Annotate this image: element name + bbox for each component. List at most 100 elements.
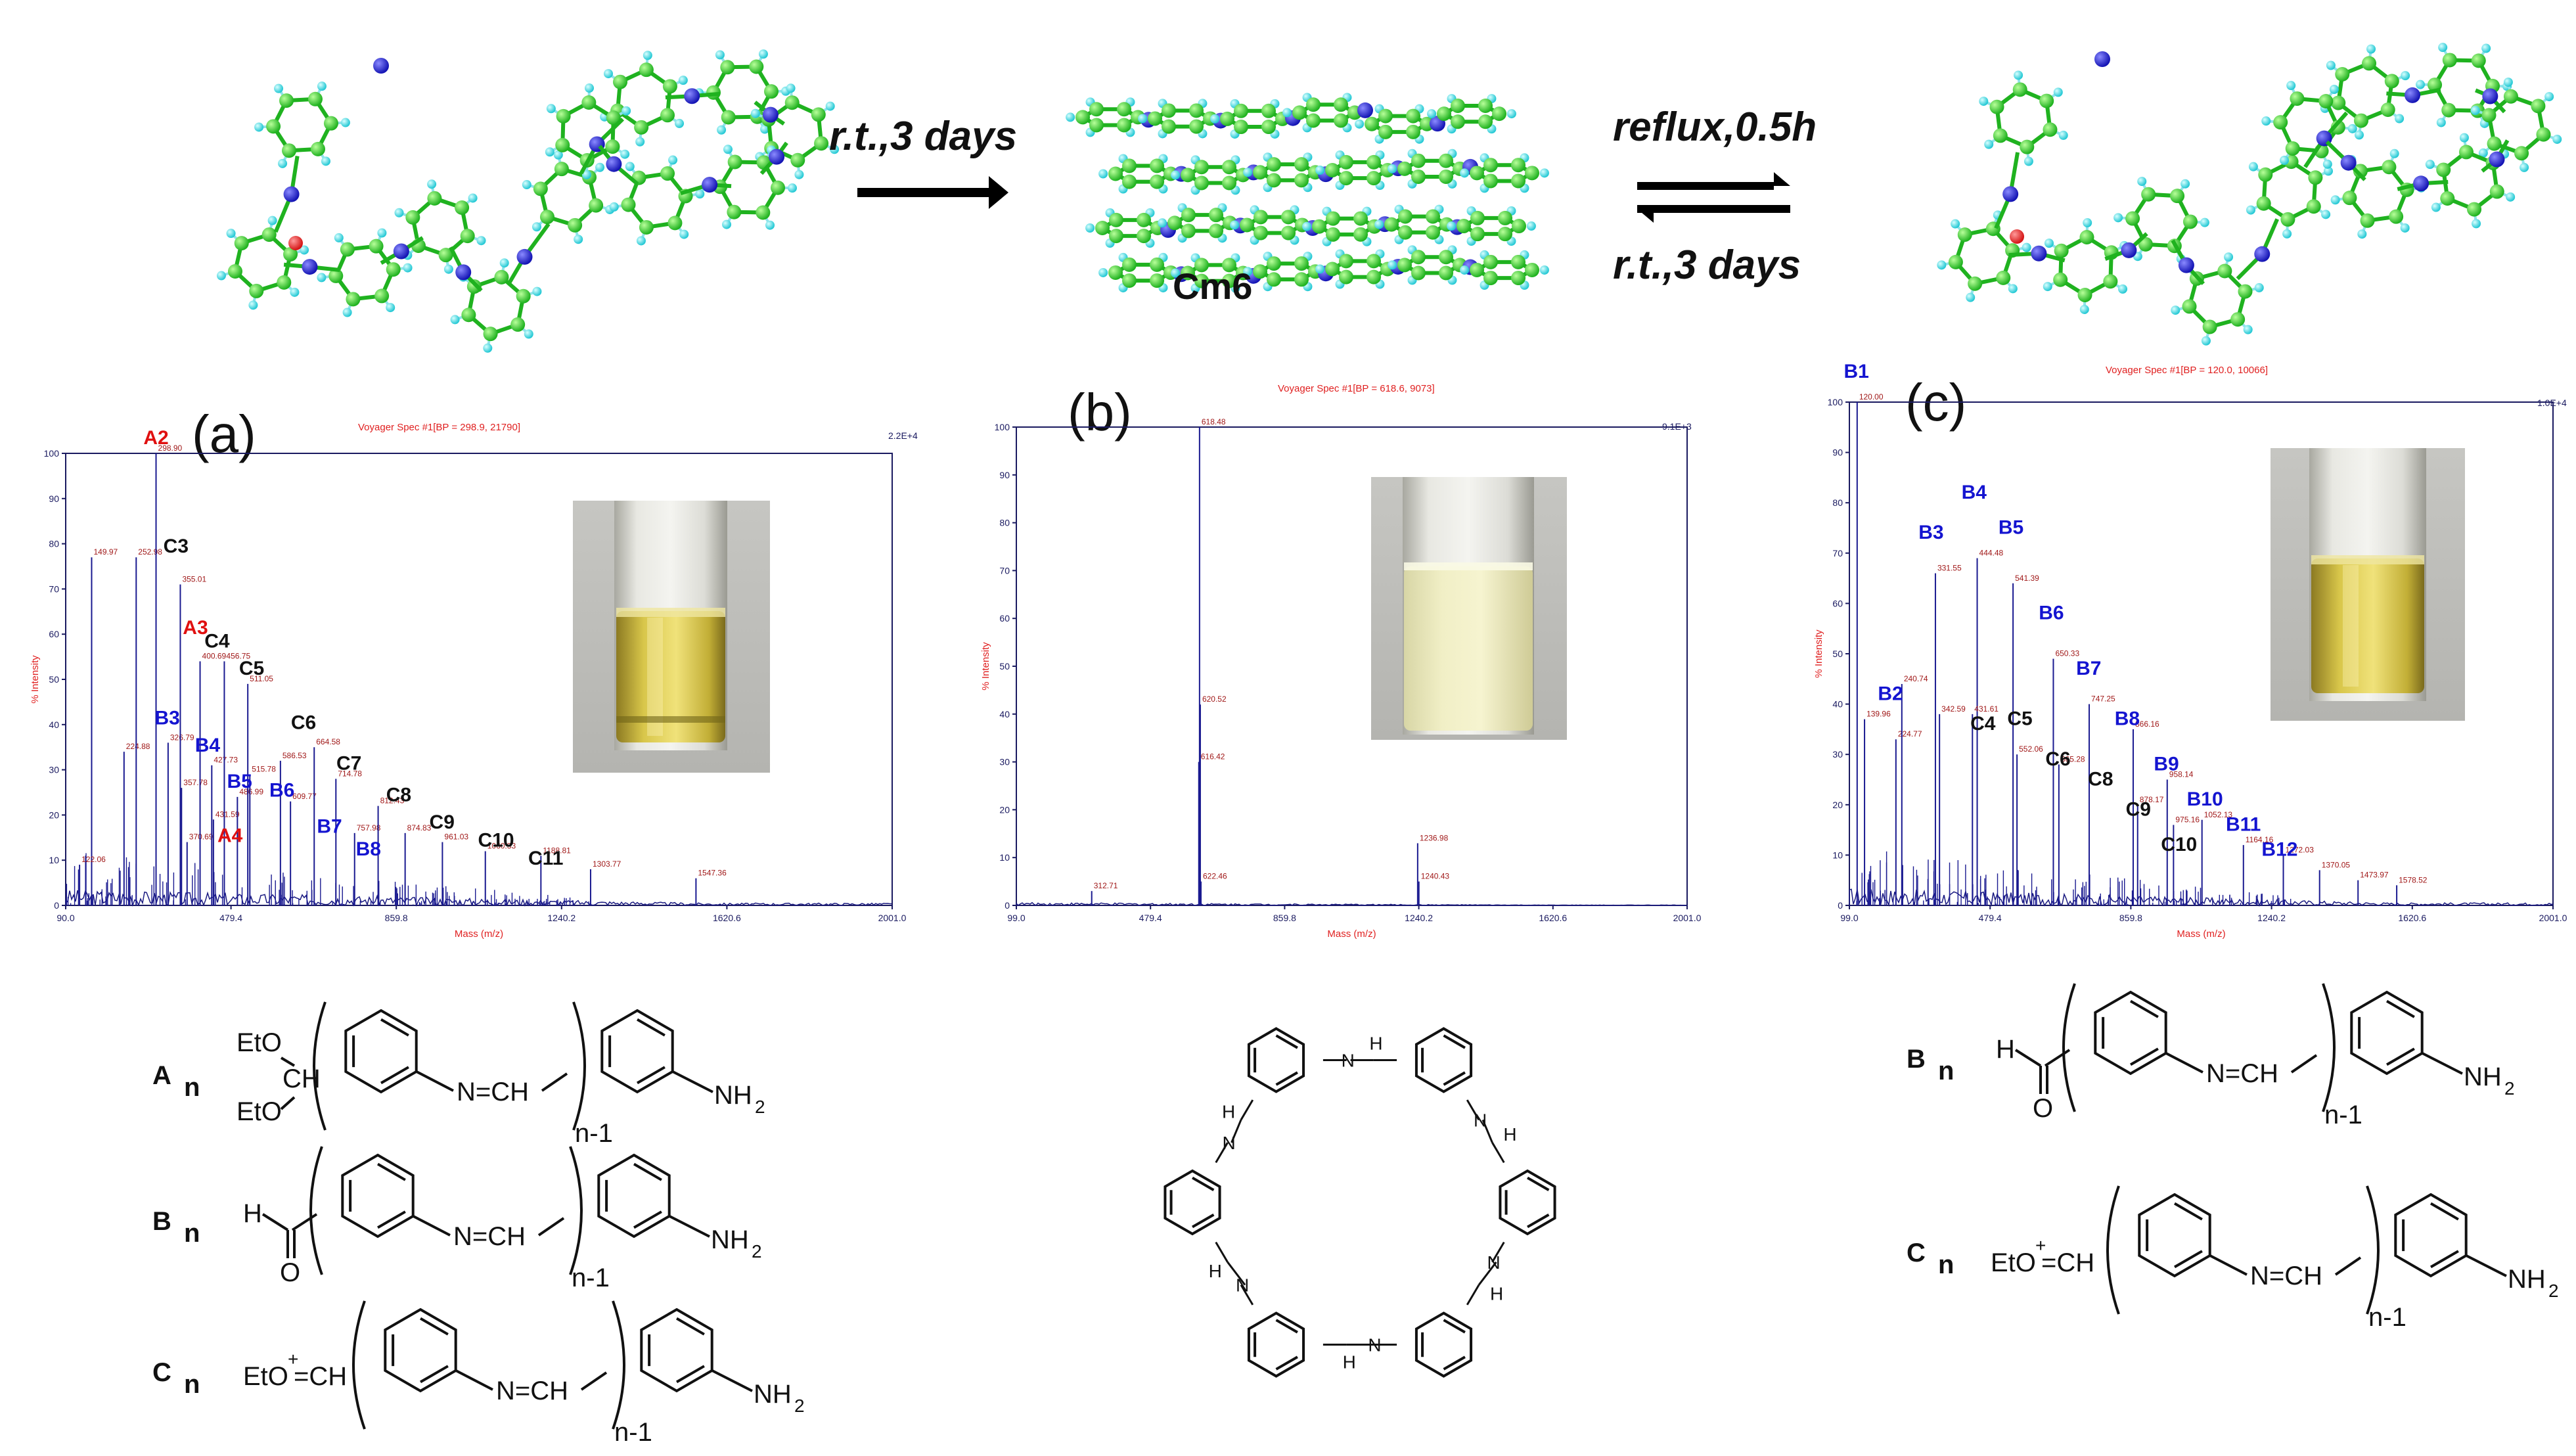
y-tick-label: 70 [999,565,1010,576]
carbon-atom [589,198,604,213]
carbon-atom [1150,174,1164,189]
peak-mz-label: 355.01 [182,575,206,584]
x-tick-label: 859.8 [385,913,408,923]
carbon-atom [1411,250,1426,265]
spectrum-baseline [65,889,892,907]
peak-mz-label: 431.59 [215,809,240,819]
hydrogen-atom [2022,242,2031,252]
imine-label: N=CH [2250,1262,2322,1290]
repeat-bracket [569,1146,583,1275]
peak-mz-label: 427.73 [214,756,238,765]
peak-mz-label: 149.97 [93,547,118,557]
amine-subscript: 2 [2504,1078,2515,1099]
carbon-atom [1209,208,1223,223]
benzene-ring [1164,1169,1221,1236]
hydrogen-atom [765,220,775,230]
carbon-atom [1326,211,1340,226]
carbon-atom [455,200,470,215]
hydrogen-atom [2243,325,2253,334]
carbon-atom [720,60,735,75]
hydrogen-atom [342,307,352,317]
imine-hydrogen-label: H [1343,1352,1356,1372]
product-label-cm6: Cm6 [1173,265,1252,307]
y-axis-label: % Intensity [30,655,41,704]
peak-assignment-label: B7 [317,816,342,838]
y-tick-label: 90 [49,493,59,504]
nitrogen-atom [2121,242,2137,258]
carbon-atom [2043,122,2058,137]
hydrogen-atom [2503,78,2513,87]
carbon-atom [438,248,453,263]
carbon-atom [1194,175,1209,191]
peak-mz-label: 1052.13 [2204,810,2233,819]
spectrum-header: Voyager Spec #1[BP = 120.0, 10066] [2106,365,2268,376]
carbon-atom [1222,273,1236,288]
carbon-atom [1367,269,1381,284]
peak-assignment-label: B6 [2039,603,2064,624]
carbon-atom [1439,153,1453,168]
carbon-atom [581,95,597,110]
hydrogen-atom [1355,119,1365,129]
benzene-ring [1414,1027,1473,1093]
x-tick-label: 90.0 [56,913,74,923]
hydrogen-atom [2366,44,2376,54]
carbon-atom [2141,187,2156,202]
peak-mz-label: 444.48 [1979,548,2004,557]
carbon-atom [621,197,636,212]
carbon-atom [1281,210,1296,225]
peak-mz-label: 1578.52 [2399,875,2428,884]
carbon-atom [1439,250,1453,265]
carbon-atom [1261,120,1276,135]
x-tick-label: 479.4 [219,913,242,923]
x-tick-label: 479.4 [1139,913,1162,923]
amine-subscript: 2 [2548,1281,2559,1301]
peak-assignment-label: B10 [2187,788,2223,810]
carbon-atom [1968,276,1983,291]
hydrogen-atom [620,149,630,159]
imine-nitrogen-label: N [1342,1050,1355,1070]
carbon-atom [662,79,677,94]
carbon-atom [1511,271,1525,286]
benzene-ring [2094,990,2167,1076]
repeat-count-label: n-1 [572,1263,610,1292]
repeat-bracket [313,1001,327,1131]
hydrogen-atom [794,170,804,179]
y-tick-label: 70 [49,583,59,594]
nitrogen-atom [606,156,622,172]
carbon-atom [1306,97,1321,112]
oxygen-atom [288,236,303,250]
spectrum-baseline [1849,888,2554,907]
peak-mz-label: 120.00 [1859,392,1884,401]
peak-mz-label: 958.14 [2169,770,2194,779]
y-tick-label: 20 [1832,800,1843,810]
carbon-atom [2273,115,2288,130]
hydrogen-atom [403,263,413,273]
hydrogen-atom [1230,220,1240,230]
hydrogen-atom [522,180,531,190]
carbon-atom [2318,93,2334,108]
carbon-atom [227,264,242,279]
amine-label: NH [711,1225,749,1254]
carbon-atom [660,166,675,181]
hydrogen-atom [2043,282,2052,292]
carbon-atom [1498,210,1512,225]
carbon-atom [1261,103,1276,118]
carbon-atom [386,262,401,277]
hydrogen-atom [2282,229,2292,239]
carbon-atom [1220,111,1234,126]
hydrogen-atom [825,101,835,111]
carbon-atom [2217,263,2232,279]
nitrogen-atom [393,243,409,260]
peak-assignment-label: A4 [217,825,243,846]
carbon-atom [1334,113,1348,128]
peak-mz-label: 620.52 [1202,694,1227,704]
peak-mz-label: 511.05 [250,674,273,683]
panel-label-a: (a) [192,405,256,463]
y-tick-label: 30 [999,757,1010,767]
carbon-atom [2125,211,2140,226]
mass-spectrum-b: Voyager Spec #1[BP = 618.6, 9073] 9.1E+3 0… [980,383,1702,940]
hydrogen-atom [1506,109,1516,119]
carbon-atom [2481,108,2497,123]
hydrogen-atom [427,179,437,189]
carbon-atom [2039,93,2054,108]
